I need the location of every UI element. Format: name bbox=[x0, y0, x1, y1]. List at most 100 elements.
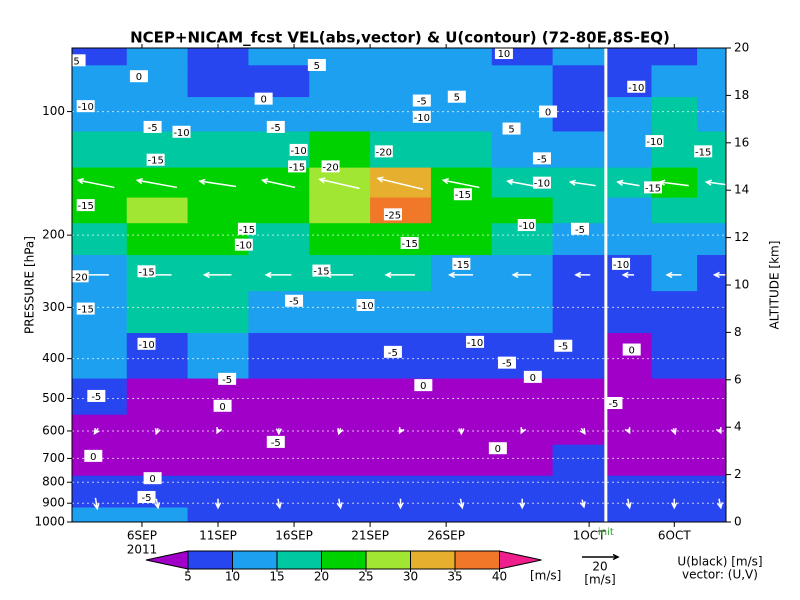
y2-tick-label: 14 bbox=[734, 183, 749, 197]
field-cell bbox=[370, 507, 432, 522]
field-cell bbox=[605, 223, 652, 256]
wind-vector bbox=[511, 271, 532, 279]
contour-label: -15 bbox=[78, 201, 94, 212]
wind-vector bbox=[506, 178, 537, 188]
x-tick-label: 21SEP bbox=[351, 529, 389, 543]
contour-label-box bbox=[321, 160, 340, 173]
contour-label: -5 bbox=[142, 493, 152, 504]
field-cell bbox=[552, 131, 607, 169]
contour-label-box bbox=[517, 219, 536, 232]
field-cell bbox=[491, 255, 554, 292]
field-cell bbox=[248, 255, 310, 292]
field-cell bbox=[370, 291, 432, 334]
y2-tick-label: 10 bbox=[734, 278, 749, 292]
y-tick-label: 700 bbox=[42, 451, 65, 465]
field-cell bbox=[651, 291, 698, 334]
field-cell bbox=[651, 507, 698, 522]
contour-label: -10 bbox=[628, 83, 644, 94]
contour-label: -10 bbox=[357, 301, 373, 312]
colorbar-swatch bbox=[499, 550, 542, 570]
contour-label-box bbox=[374, 145, 393, 158]
y-tick-label: 600 bbox=[42, 423, 65, 437]
field-cell bbox=[697, 65, 726, 98]
wind-vector bbox=[671, 498, 678, 510]
field-cell bbox=[697, 378, 726, 416]
colorbar-label: 5 bbox=[184, 570, 192, 584]
field-cell bbox=[552, 197, 607, 224]
field-cell bbox=[430, 444, 493, 477]
contour-label: -5 bbox=[417, 97, 427, 108]
field-cell bbox=[552, 414, 607, 446]
contour-label: -15 bbox=[289, 162, 305, 173]
contour-label-box bbox=[218, 372, 237, 385]
field-cell bbox=[126, 378, 189, 416]
contour-label: -10 bbox=[173, 128, 189, 139]
field-cell bbox=[248, 333, 310, 380]
contour-label-box bbox=[237, 222, 256, 235]
field-cell bbox=[126, 255, 189, 292]
contour-label: 5 bbox=[454, 93, 460, 104]
field-cell bbox=[187, 65, 249, 98]
contour-label-box bbox=[254, 92, 273, 105]
field-cell bbox=[72, 475, 128, 509]
colorbar-label: 15 bbox=[269, 570, 284, 584]
contour-label-box bbox=[266, 435, 285, 448]
contour-label-box bbox=[532, 176, 551, 189]
field-cell bbox=[370, 444, 432, 477]
contour-label-box bbox=[137, 490, 156, 503]
y-axis-label: PRESSURE [hPa] bbox=[23, 236, 37, 334]
y2-tick-label: 18 bbox=[734, 88, 749, 102]
contour-label: 0 bbox=[149, 474, 155, 485]
field-cell bbox=[651, 255, 698, 292]
field-cell bbox=[187, 444, 249, 477]
contour-label: 0 bbox=[219, 402, 225, 413]
field-cell bbox=[651, 333, 698, 380]
colorbar-unit: [m/s] bbox=[530, 569, 561, 583]
y-tick-label: 1000 bbox=[34, 515, 65, 529]
field-cell bbox=[187, 131, 249, 169]
y2-tick-label: 6 bbox=[734, 372, 742, 386]
contour-label: 0 bbox=[90, 452, 96, 463]
contour-label: -20 bbox=[376, 147, 392, 158]
field-cell bbox=[430, 223, 493, 256]
contour-label-box bbox=[466, 335, 485, 348]
contour-label-box bbox=[694, 145, 713, 158]
field-cell bbox=[126, 444, 189, 477]
contour-label: -20 bbox=[322, 162, 338, 173]
contour-label-box bbox=[412, 94, 431, 107]
wind-vector bbox=[337, 428, 344, 436]
contour-label-box bbox=[412, 110, 431, 123]
field-cell bbox=[72, 65, 128, 98]
y2-tick-label: 4 bbox=[734, 420, 742, 434]
colorbar-label: 30 bbox=[403, 570, 418, 584]
field-cell bbox=[697, 197, 726, 224]
contour-label-box bbox=[452, 257, 471, 270]
field-cell bbox=[605, 97, 652, 132]
contour-label-box bbox=[383, 345, 402, 358]
wind-vector bbox=[318, 177, 360, 190]
contour-label: -15 bbox=[313, 267, 329, 278]
field-cell bbox=[552, 48, 607, 66]
field-cell bbox=[309, 333, 371, 380]
field-cell bbox=[430, 97, 493, 132]
field-cell bbox=[187, 291, 249, 334]
x-tick-label: 16SEP bbox=[275, 529, 313, 543]
field-cell bbox=[309, 507, 371, 522]
contour-label-box bbox=[554, 339, 573, 352]
contour-label: -10 bbox=[78, 102, 94, 113]
field-cell bbox=[248, 167, 310, 199]
contour-label: 5 bbox=[314, 61, 320, 72]
contour-label: -10 bbox=[290, 146, 306, 157]
wind-vector bbox=[458, 428, 465, 436]
contour-label-box bbox=[570, 222, 589, 235]
y-tick-label: 900 bbox=[42, 496, 65, 510]
field-cell bbox=[309, 167, 371, 199]
contour-label-box bbox=[488, 442, 507, 455]
wind-vector bbox=[135, 177, 178, 189]
contour-label-box bbox=[643, 181, 662, 194]
contour-label: -5 bbox=[575, 225, 585, 236]
field-cell bbox=[605, 378, 652, 416]
field-cell bbox=[126, 223, 189, 256]
field-cell bbox=[697, 48, 726, 66]
year-label: 2011 bbox=[127, 543, 158, 557]
